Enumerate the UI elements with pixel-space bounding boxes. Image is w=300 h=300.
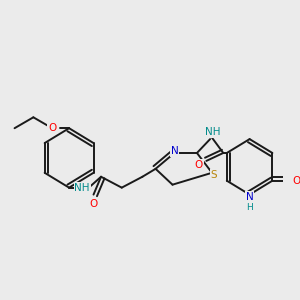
- Text: N: N: [246, 192, 254, 202]
- Text: O: O: [293, 176, 300, 186]
- Text: O: O: [89, 200, 98, 209]
- Text: S: S: [211, 170, 217, 180]
- Text: H: H: [246, 203, 253, 212]
- Text: NH: NH: [74, 183, 90, 193]
- Text: O: O: [195, 160, 203, 170]
- Text: N: N: [170, 146, 178, 156]
- Text: O: O: [48, 123, 56, 133]
- Text: NH: NH: [205, 127, 221, 137]
